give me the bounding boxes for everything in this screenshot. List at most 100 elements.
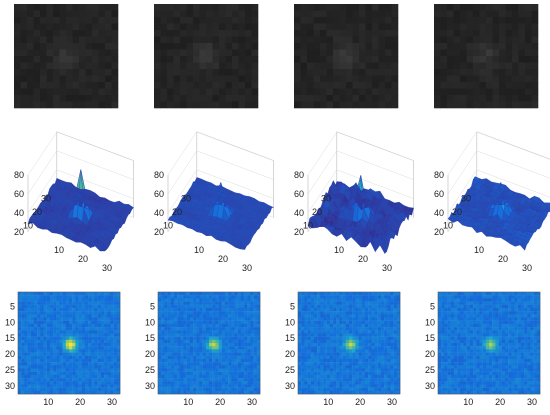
heatmap-cell xyxy=(253,343,258,347)
grayscale-pixel xyxy=(199,95,207,102)
grayscale-pixel xyxy=(180,43,187,50)
heatmap-cell xyxy=(27,343,31,347)
grayscale-pixel xyxy=(193,4,200,11)
heatmap-cell xyxy=(180,311,184,315)
heatmap-cell xyxy=(380,314,385,318)
heatmap-cell xyxy=(59,336,63,341)
grayscale-pixel xyxy=(434,62,441,70)
heatmap-cell xyxy=(65,339,70,344)
heatmap-cell xyxy=(110,381,114,385)
heatmap-cell xyxy=(234,371,238,376)
heatmap-cell xyxy=(250,317,254,321)
heatmap-cell xyxy=(244,371,248,376)
heatmap-cell xyxy=(240,292,245,296)
heatmap-cell xyxy=(209,307,213,312)
heatmap-cell xyxy=(107,323,111,328)
heatmap-cell xyxy=(78,390,82,395)
heatmap-cell xyxy=(396,368,401,372)
heatmap-cell xyxy=(237,298,242,302)
heatmap-cell xyxy=(24,339,28,344)
heatmap-cell xyxy=(231,365,235,369)
grayscale-pixel xyxy=(359,30,366,37)
heatmap-cell xyxy=(186,295,191,299)
heatmap-cell xyxy=(113,292,118,296)
heatmap-cell xyxy=(72,339,76,344)
grayscale-pixel xyxy=(232,88,239,96)
heatmap-cell xyxy=(313,352,318,356)
grayscale-pixel xyxy=(518,101,526,109)
heatmap-cell xyxy=(234,320,238,325)
grayscale-pixel xyxy=(307,82,314,89)
heatmap-cell xyxy=(228,378,232,382)
heatmap-cell xyxy=(97,295,102,299)
heatmap-cell xyxy=(231,336,235,341)
grayscale-pixel xyxy=(440,17,448,24)
heatmap-cell xyxy=(240,374,245,379)
heatmap-cell xyxy=(43,320,47,325)
heatmap-cell xyxy=(224,320,229,325)
heatmap-cell xyxy=(110,304,114,309)
heatmap-cell xyxy=(81,304,86,309)
heatmap-cell xyxy=(336,365,340,369)
heatmap-cell xyxy=(380,352,385,356)
heatmap-cell xyxy=(40,339,44,344)
grayscale-pixel xyxy=(300,56,308,63)
heatmap-cell xyxy=(396,346,401,350)
heatmap-cell xyxy=(212,336,216,341)
heatmap-cell xyxy=(221,339,226,344)
heatmap-cell xyxy=(218,374,222,379)
heatmap-cell xyxy=(326,292,331,296)
heatmap-cell xyxy=(310,355,315,360)
grayscale-pixel xyxy=(245,101,252,109)
heatmap-cell xyxy=(228,327,232,331)
surface-x-tick: 30 xyxy=(522,263,532,273)
heatmap-cell xyxy=(167,327,171,331)
heatmap-cell xyxy=(186,336,191,341)
heatmap-cell xyxy=(323,327,327,331)
grayscale-pixel xyxy=(359,75,366,83)
heatmap-cell xyxy=(110,295,114,299)
heatmap-cell xyxy=(250,343,254,347)
grayscale-pixel xyxy=(245,95,252,102)
heatmap-cell xyxy=(301,343,305,347)
heatmap-cell xyxy=(186,355,191,360)
heatmap-cell xyxy=(244,365,248,369)
grayscale-pixel xyxy=(72,30,80,37)
heatmap-cell xyxy=(164,374,168,379)
heatmap-cell xyxy=(234,378,238,382)
grayscale-pixel xyxy=(479,62,487,70)
heatmap-cell xyxy=(173,365,178,369)
heatmap-cell xyxy=(173,320,178,325)
grayscale-pixel xyxy=(40,101,47,109)
heatmap-cell xyxy=(56,387,60,392)
heatmap-cell xyxy=(339,349,343,353)
surface-gridline xyxy=(167,169,274,214)
heatmap-cell xyxy=(186,387,191,392)
heatmap-cell xyxy=(231,355,235,360)
grayscale-pixel xyxy=(473,43,480,50)
heatmap-cell xyxy=(231,371,235,376)
heatmap-cell xyxy=(310,311,315,315)
grayscale-pixel xyxy=(105,43,112,50)
heatmap-cell xyxy=(301,362,305,366)
heatmap-cell xyxy=(358,317,362,321)
grayscale-pixel xyxy=(453,88,461,96)
heatmap-cell xyxy=(84,381,89,385)
heatmap-cell xyxy=(396,298,401,302)
grayscale-pixel xyxy=(531,23,539,31)
grayscale-pixel xyxy=(479,82,487,89)
grayscale-pixel xyxy=(359,82,366,89)
heatmap-cell xyxy=(167,343,171,347)
heatmap-cell xyxy=(298,292,302,296)
heatmap-cell xyxy=(298,346,302,350)
heatmap-cell xyxy=(396,323,401,328)
heatmap-cell xyxy=(364,292,369,296)
heatmap-cell xyxy=(336,333,340,337)
grayscale-pixel xyxy=(232,49,239,57)
grayscale-pixel xyxy=(300,88,308,96)
heatmap-cell xyxy=(199,339,203,344)
heatmap-cell xyxy=(355,311,359,315)
heatmap-cell xyxy=(355,333,359,337)
heatmap-cell xyxy=(53,368,57,372)
heatmap-cell xyxy=(387,320,391,325)
